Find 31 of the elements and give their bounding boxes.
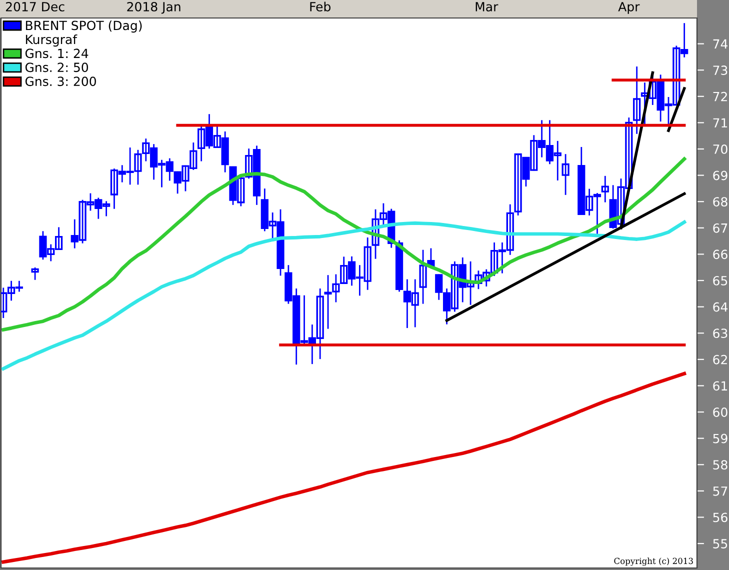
x-tick-label: 2017 Dec — [6, 2, 64, 12]
y-tick-label: 69 — [713, 170, 728, 180]
legend-title: Kursgraf — [26, 34, 78, 47]
y-tick-label: 62 — [713, 354, 727, 364]
legend-label: Gns. 2: 50 — [25, 62, 88, 72]
y-tick-label: 66 — [713, 250, 728, 260]
y-tick-label: 73 — [713, 66, 728, 76]
legend-label: BRENT SPOT (Dag) — [26, 20, 142, 33]
y-tick-label: 74 — [713, 39, 728, 49]
y-tick-label: 64 — [713, 302, 728, 312]
y-tick-label: 59 — [713, 434, 728, 444]
y-tick-label: 63 — [713, 328, 728, 338]
x-tick-label: Feb — [310, 2, 330, 12]
y-tick-label: 57 — [713, 486, 728, 496]
x-tick-label: Mar — [476, 2, 498, 12]
y-tick-label: 71 — [713, 118, 728, 128]
y-tick-label: 56 — [713, 512, 728, 522]
y-tick-label: 72 — [713, 92, 727, 102]
y-tick-label: 61 — [713, 381, 728, 391]
y-tick-label: 60 — [713, 407, 728, 417]
y-tick-label: 58 — [713, 460, 728, 470]
y-tick-label: 55 — [713, 539, 728, 548]
annotation: Copyright (c) 2013 — [614, 558, 693, 566]
legend-label: Gns. 1: 24 — [25, 48, 88, 58]
y-tick-label: 67 — [713, 223, 728, 233]
y-tick-label: 70 — [713, 144, 728, 154]
x-tick-label: 2018 Jan — [127, 2, 180, 14]
y-tick-label: 65 — [713, 276, 728, 286]
x-tick-label: Apr — [618, 2, 640, 14]
legend-label: Gns. 3: 200 — [25, 76, 96, 86]
y-tick-label: 68 — [713, 197, 728, 207]
